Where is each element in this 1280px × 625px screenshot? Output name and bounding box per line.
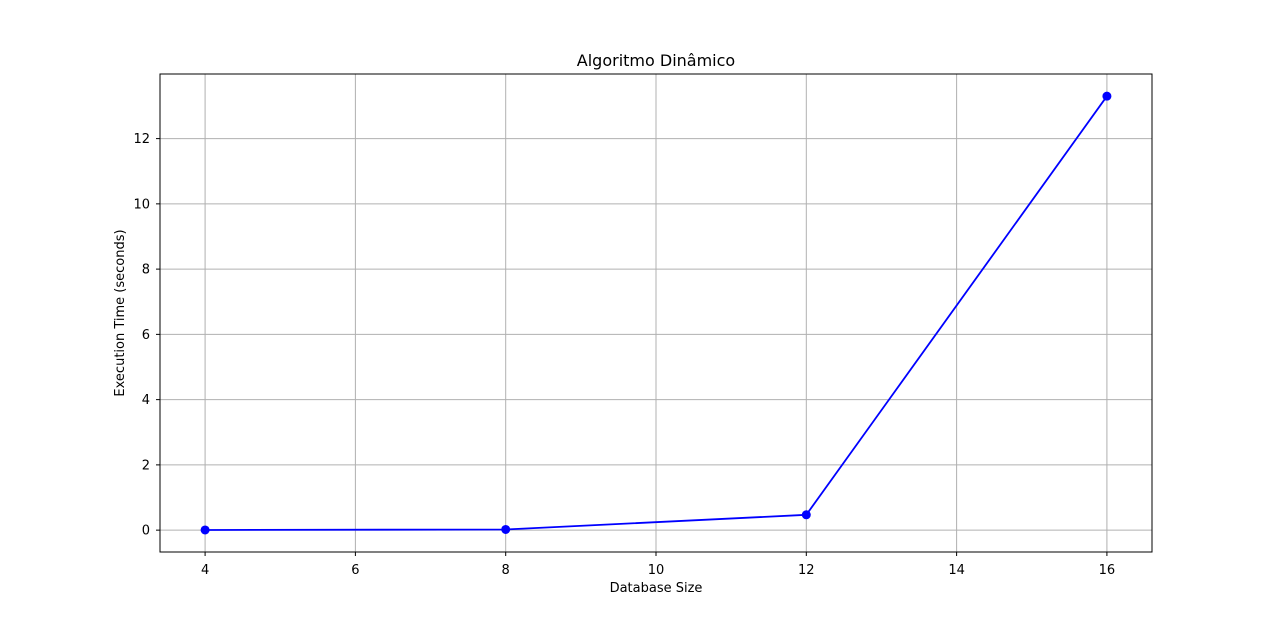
x-tick-label: 10 [648, 563, 665, 578]
y-axis-label: Execution Time (seconds) [113, 229, 128, 396]
data-point [1102, 91, 1112, 101]
y-tick-label: 10 [133, 197, 150, 212]
y-tick-label: 6 [142, 328, 150, 343]
x-tick-label: 4 [201, 563, 209, 578]
data-point [801, 510, 811, 520]
x-tick-label: 8 [502, 563, 510, 578]
y-tick-label: 0 [142, 524, 150, 539]
x-tick-label: 12 [798, 563, 815, 578]
chart-title: Algoritmo Dinâmico [577, 51, 735, 70]
y-tick-label: 2 [142, 458, 150, 473]
y-tick-label: 12 [133, 132, 150, 147]
x-tick-label: 6 [351, 563, 359, 578]
x-tick-label: 14 [948, 563, 965, 578]
grid-lines [160, 74, 1152, 552]
data-point [200, 525, 210, 535]
y-tick-label: 4 [142, 393, 150, 408]
y-tick-label: 8 [142, 263, 150, 278]
axis-ticks: 4 6 8 10 12 14 16 0 2 4 6 8 10 12 [133, 132, 1115, 578]
series-line [205, 95, 1108, 531]
series-layer [200, 91, 1112, 535]
x-tick-label: 16 [1099, 563, 1116, 578]
data-point [501, 524, 511, 534]
x-axis-label: Database Size [610, 581, 703, 596]
